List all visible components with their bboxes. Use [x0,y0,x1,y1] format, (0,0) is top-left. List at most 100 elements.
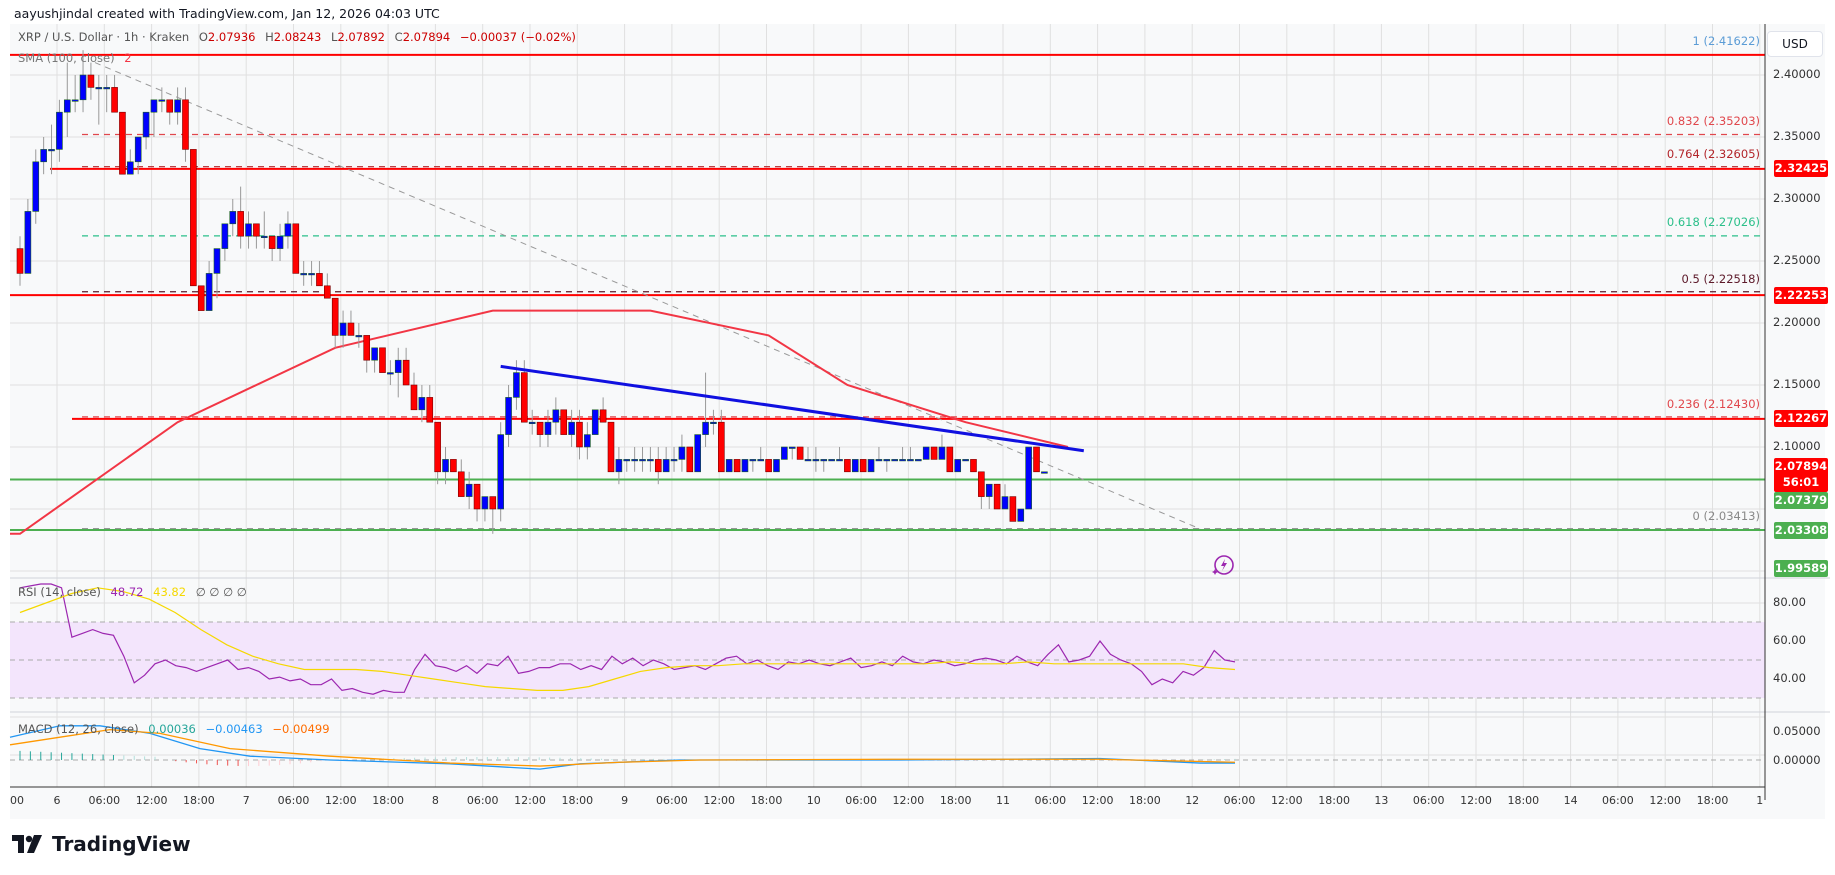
price-axis-tick: 2.20000 [1773,315,1821,329]
price-axis-tick: 2.15000 [1773,377,1821,391]
time-axis-label: 12:00 [892,794,925,807]
rsi-axis-tick: 40.00 [1773,671,1806,685]
price-legend: XRP / U.S. Dollar · 1h · Kraken O2.07936… [18,30,582,44]
close-label: C [394,30,403,44]
macd-signal-value: −0.00499 [272,722,330,736]
time-axis-label: 06:00 [1602,794,1634,807]
macd-line-value: −0.00463 [205,722,263,736]
time-axis-label: 13 [1374,794,1389,807]
price-tag: 2.07894 56:01 [1774,458,1828,492]
time-axis-label: 12:00 [324,794,357,807]
attribution-text: aayushjindal created with TradingView.co… [14,6,440,21]
time-axis-label: 12:00 [135,794,168,807]
rsi-band [10,621,1765,699]
fib-level-label: 0.236 (2.12430) [1666,397,1760,411]
axes [10,24,1766,800]
time-axis-label: 6 [53,794,61,807]
time-axis-label: 18:00 [561,794,594,807]
rsi-axis-tick: 80.00 [1773,595,1806,609]
price-tag: 2.07379 [1774,492,1828,509]
close-value: 2.07894 [402,30,451,44]
sma-legend[interactable]: SMA (100, close) 2 [18,51,138,65]
price-axis-tick: 2.10000 [1773,439,1821,453]
price-axis-tick: 2.25000 [1773,253,1821,267]
price-tag: 1.99589 [1774,560,1828,577]
fib-level-label: 0.5 (2.22518) [1681,272,1760,286]
symbol-label: XRP / U.S. Dollar · 1h · Kraken [18,30,190,44]
time-axis-label: 12:00 [1460,794,1492,807]
macd-legend[interactable]: MACD (12, 26, close) 0.00036 −0.00463 −0… [18,722,336,736]
price-tag: 2.12267 [1774,410,1828,427]
time-axis-label: 18:00 [372,794,404,807]
low-label: L [331,30,338,44]
time-axis-label: 06:00 [656,794,688,807]
ohlc-close: C2.07894 [395,30,451,44]
lightning-bolt-icon[interactable] [1211,553,1235,577]
macd-label: MACD (12, 26, close) [18,722,139,736]
time-axis-label: 1 [1756,794,1764,807]
price-axis-tick: 2.40000 [1773,67,1821,81]
time-axis-label: 12 [1185,794,1200,807]
macd-axis-tick: 0.05000 [1773,724,1821,738]
brand-name: TradingView [52,832,191,856]
change-value: −0.00037 (−0.02%) [459,30,576,44]
sma-value: 2 [124,51,132,65]
rsi-legend[interactable]: RSI (14, close) 48.72 43.82 ∅ ∅ ∅ ∅ [18,585,253,599]
price-tag: 2.32425 [1774,160,1828,177]
fib-level-label: 0.618 (2.27026) [1666,215,1760,229]
time-axis-label: 06:00 [88,794,121,807]
time-axis-label: 12:00 [514,794,546,807]
low-value: 2.07892 [337,30,385,44]
time-axis-label: 11 [996,794,1010,807]
time-axis-label: 14 [1563,794,1578,807]
ohlc-low: L2.07892 [331,30,385,44]
trendline [500,364,1085,453]
rsi-ma-value: 43.82 [153,585,187,599]
sma-label: SMA (100, close) [18,51,115,65]
rsi-value: 48.72 [110,585,144,599]
time-axis-label: 00 [10,794,24,807]
ohlc-high: H2.08243 [265,30,321,44]
price-tag: 2.22253 [1774,287,1828,304]
rsi-extra: ∅ ∅ ∅ ∅ [195,585,247,599]
macd-axis-tick: 0.00000 [1773,753,1821,767]
time-axis-label: 18:00 [1507,794,1540,807]
time-axis-label: 18:00 [183,794,215,807]
time-axis-label: 18:00 [1129,794,1161,807]
time-axis-label: 06:00 [277,794,310,807]
ohlc-open: O2.07936 [199,30,256,44]
price-tag: 2.03308 [1774,522,1828,539]
price-axis-tick: 2.30000 [1773,191,1821,205]
tradingview-logo-icon [12,835,42,853]
open-value: 2.07936 [207,30,256,44]
time-axis-label: 18:00 [939,794,972,807]
tradingview-logo[interactable]: TradingView [12,832,191,856]
fib-level-label: 0 (2.03413) [1692,509,1760,523]
macd-hist-value: 0.00036 [148,722,196,736]
high-label: H [265,30,274,44]
time-axis-label: 18:00 [1696,794,1729,807]
time-axis-label: 12:00 [1270,794,1303,807]
time-axis-label: 06:00 [1223,794,1256,807]
rsi-label: RSI (14, close) [18,585,101,599]
time-axis-label: 06:00 [1412,794,1445,807]
time-axis-label: 18:00 [750,794,783,807]
high-value: 2.08243 [273,30,322,44]
time-axis-label: 06:00 [1034,794,1067,807]
time-axis-label: 8 [431,794,439,807]
time-axis-label: 10 [806,794,821,807]
horizontal-levels [10,53,1765,531]
fib-level-label: 1 (2.41622) [1692,34,1760,48]
macd-plot [9,725,1765,770]
fib-level-label: 0.764 (2.32605) [1666,147,1760,161]
candles [16,50,1048,534]
time-axis-label: 06:00 [845,794,877,807]
fib-level-label: 0.832 (2.35203) [1666,114,1760,128]
time-axis-label: 06:00 [466,794,499,807]
rsi-plot [19,583,1236,695]
time-axis-label: 12:00 [1081,794,1114,807]
currency-button[interactable]: USD [1767,31,1823,57]
price-axis-tick: 2.35000 [1773,129,1821,143]
diagonal-fib-line [94,62,1201,530]
